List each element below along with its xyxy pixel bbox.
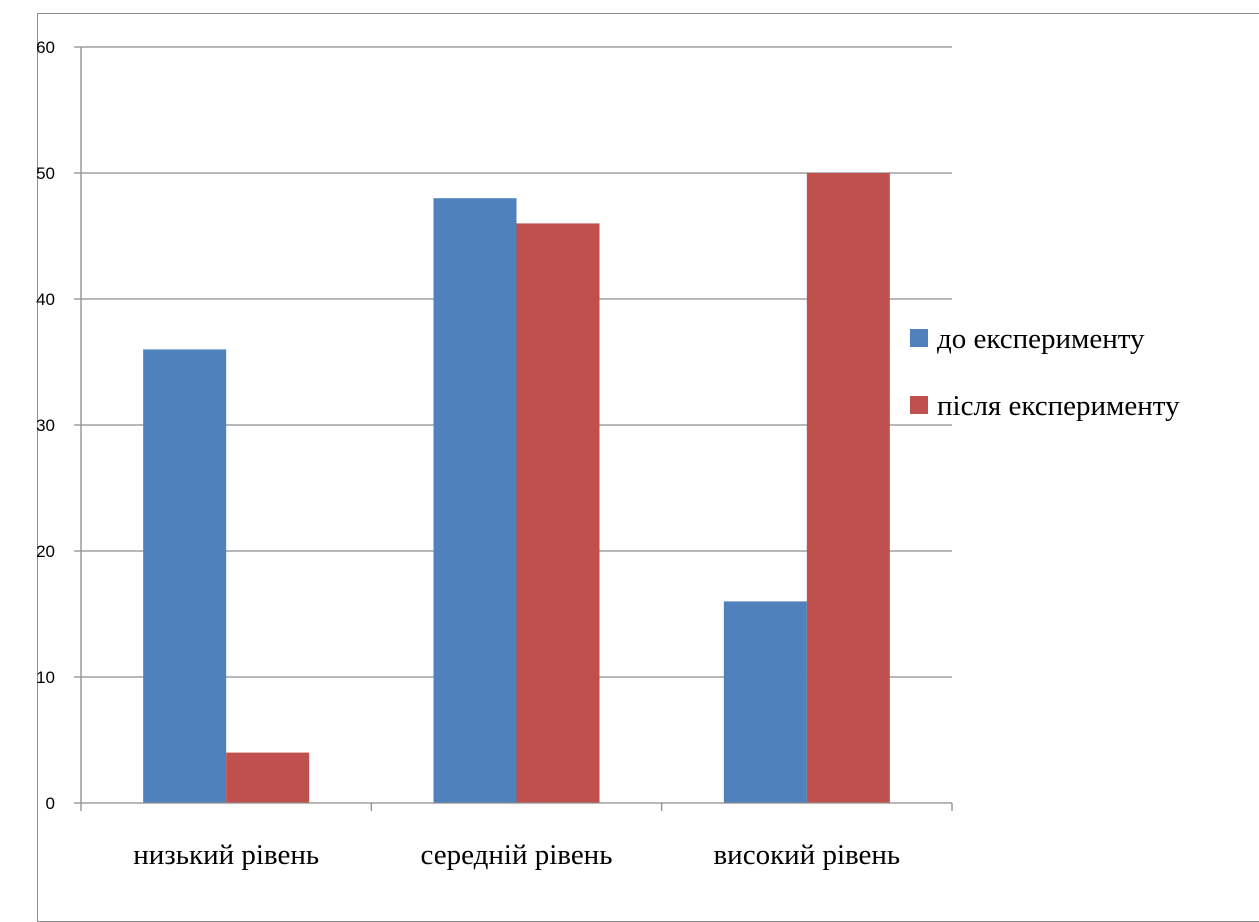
bar-before-0 [143,349,227,803]
bars [143,173,890,803]
y-tick-label: 60 [36,38,55,57]
y-tick-label: 30 [36,416,55,435]
y-tick-label: 10 [36,668,55,687]
legend: до експерименту після експерименту [910,323,1180,422]
bar-before-2 [723,601,807,803]
y-tick-label: 40 [36,290,55,309]
y-tick-label: 50 [36,164,55,183]
axes [74,47,953,811]
legend-swatch [910,329,928,347]
x-category-label: середній рівень [421,839,613,871]
bar-after-0 [226,752,310,803]
legend-swatch [910,396,928,414]
legend-label: до експерименту [937,323,1145,355]
x-category-label: високий рівень [713,839,900,871]
bar-after-2 [806,173,890,803]
y-tick-label: 0 [46,794,55,813]
y-tick-label: 20 [36,542,55,561]
y-tick-labels: 0 10 20 30 40 50 60 [36,38,55,813]
x-category-labels: низький рівень середній рівень високий рів… [133,839,900,871]
x-category-label: низький рівень [133,839,319,871]
bar-after-1 [516,223,600,803]
bar-before-1 [433,198,517,803]
legend-label: після експерименту [937,390,1180,422]
